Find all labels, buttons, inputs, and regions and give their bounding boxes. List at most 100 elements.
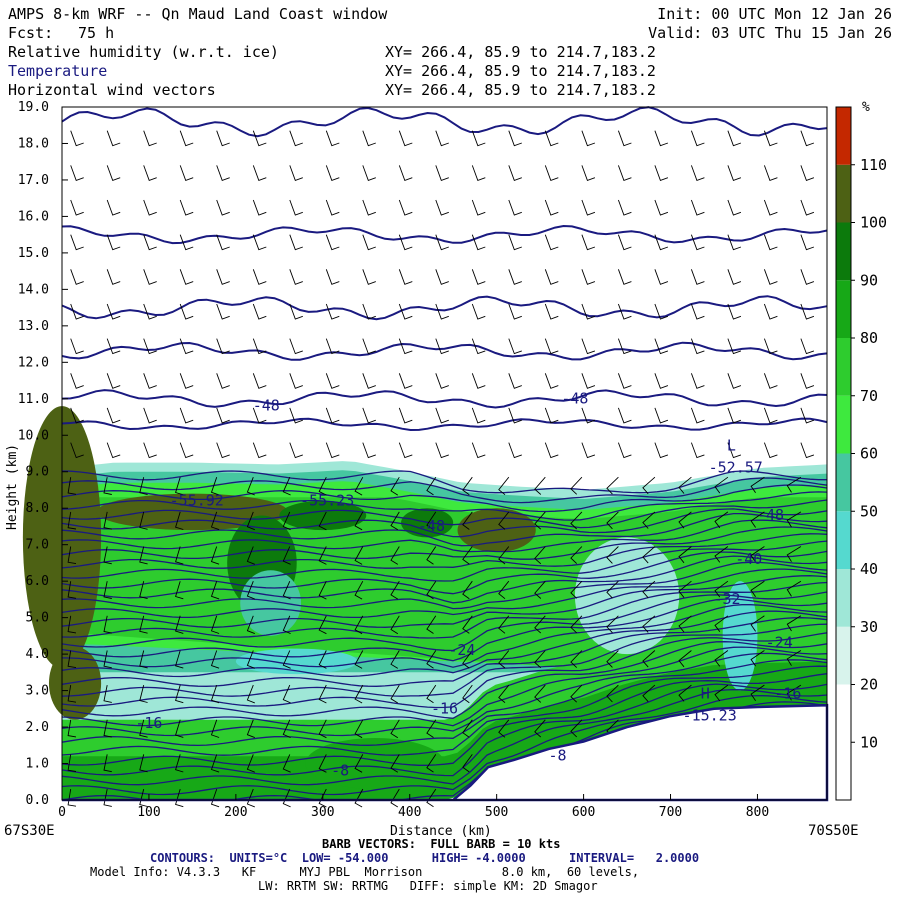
wind-barb-78 xyxy=(714,650,729,667)
init-time: Init: 00 UTC Mon 12 Jan 26 xyxy=(657,5,892,23)
wind-barb-99 xyxy=(714,615,729,632)
wind-barb-75 xyxy=(606,650,619,668)
wind-barb-352 xyxy=(763,199,778,216)
x-tick-label-7: 700 xyxy=(659,805,682,820)
wind-barb-93 xyxy=(498,615,510,634)
wind-barb-74 xyxy=(570,650,583,668)
wind-barb-167 xyxy=(139,477,148,496)
wind-barb-311 xyxy=(800,269,815,285)
wind-barb-17 xyxy=(282,754,291,773)
wind-barb-342 xyxy=(398,199,413,216)
wind-barb-239 xyxy=(471,373,486,389)
colorbar-label-3: 40 xyxy=(860,560,878,578)
isotherm-15 xyxy=(61,598,828,662)
y-tick-label-15: 15.0 xyxy=(18,246,49,261)
wind-barb-393 xyxy=(727,130,742,147)
wind-barb-380 xyxy=(252,130,267,147)
wind-barb-305 xyxy=(581,269,596,285)
isotherm-4 xyxy=(61,673,828,766)
wind-barb-389 xyxy=(581,130,596,147)
wind-barb-252 xyxy=(179,338,194,355)
plot-frame xyxy=(61,106,828,801)
colorbar-label-10: 110 xyxy=(860,156,887,174)
barb-vectors-info: BARB VECTORS: FULL BARB = 10 kts xyxy=(322,837,561,851)
wind-barb-158 xyxy=(570,511,583,530)
wind-barb-353 xyxy=(800,199,815,216)
colorbar-label-4: 50 xyxy=(860,502,878,520)
wind-barb-221 xyxy=(581,407,596,424)
isotherm-28 xyxy=(61,508,828,538)
wind-barb-28 xyxy=(246,719,255,739)
wind-barb-122 xyxy=(786,580,802,597)
wind-barb-76 xyxy=(642,650,656,668)
wind-barb-89 xyxy=(354,615,364,635)
wind-barb-155 xyxy=(462,511,473,530)
wind-barb-392 xyxy=(690,130,705,147)
x-tick-label-6: 600 xyxy=(572,805,595,820)
contour-label-13: -16 xyxy=(774,685,801,703)
wind-barb-24 xyxy=(103,719,112,738)
wind-barb-367 xyxy=(544,165,559,181)
field-name-wind: Horizontal wind vectors xyxy=(8,81,216,99)
wind-barb-304 xyxy=(544,269,559,285)
x-tick-label-8: 800 xyxy=(746,805,769,820)
wind-barb-376 xyxy=(106,130,121,147)
wind-barb-171 xyxy=(282,477,291,496)
wind-barb-218 xyxy=(471,407,486,424)
wind-barb-21 xyxy=(426,754,437,773)
wind-barb-159 xyxy=(606,511,619,530)
wind-barb-244 xyxy=(654,373,669,389)
wind-barb-348 xyxy=(617,199,632,216)
wind-barb-132 xyxy=(390,546,400,565)
wind-barb-224 xyxy=(690,407,705,424)
wind-barb-370 xyxy=(654,165,669,181)
wind-barb-63 xyxy=(175,650,184,669)
wind-barb-103 xyxy=(103,581,112,599)
wind-barb-368 xyxy=(581,165,596,181)
y-tick-label-4: 4.0 xyxy=(26,647,49,662)
rh-pocket-1 xyxy=(722,581,758,691)
wind-barb-182 xyxy=(678,476,692,494)
wind-barb-96 xyxy=(606,615,619,634)
x-tick-label-4: 400 xyxy=(398,805,421,820)
wind-barb-233 xyxy=(252,373,267,389)
wind-barb-291 xyxy=(70,269,84,285)
wind-barb-227 xyxy=(800,407,815,424)
wind-barb-383 xyxy=(362,130,376,147)
wind-barb-46 xyxy=(318,684,327,704)
wind-barb-272 xyxy=(143,303,157,320)
wind-barb-131 xyxy=(354,546,364,565)
wind-barb-287 xyxy=(690,303,705,320)
wind-barb-130 xyxy=(318,546,327,565)
isotherm-22 xyxy=(61,550,828,595)
wind-barb-179 xyxy=(570,476,583,495)
isotherm-10 xyxy=(61,632,828,709)
wind-barb-34 xyxy=(462,719,473,738)
forecast-hour: 75 h xyxy=(78,24,115,42)
wind-barb-267 xyxy=(727,338,742,355)
wind-barb-238 xyxy=(435,373,449,389)
wind-barb-236 xyxy=(362,373,376,389)
colorbar-label-9: 100 xyxy=(860,214,887,232)
wind-barb-309 xyxy=(727,269,742,285)
wind-barb-60 xyxy=(67,650,77,669)
wind-barb-371 xyxy=(690,165,705,181)
colorbar-label-8: 90 xyxy=(860,271,878,289)
field-xy-temperature: XY= 266.4, 85.9 to 214.7,183.2 xyxy=(385,62,656,80)
temperature-contour-4 xyxy=(61,389,828,409)
wind-barb-362 xyxy=(362,165,376,181)
x-tick-label-5: 500 xyxy=(485,805,508,820)
wind-barb-73 xyxy=(534,650,546,669)
wind-barb-365 xyxy=(471,165,486,181)
wind-barb-208 xyxy=(106,407,121,424)
field-name-rh: Relative humidity (w.r.t. ice) xyxy=(8,43,279,61)
y-tick-label-3: 3.0 xyxy=(26,684,49,699)
wind-barb-229 xyxy=(106,373,121,389)
wind-barb-310 xyxy=(763,269,778,285)
wind-barb-191 xyxy=(252,442,267,459)
wind-barb-178 xyxy=(534,476,546,495)
wind-barb-297 xyxy=(289,269,303,285)
wind-barb-170 xyxy=(246,477,255,496)
wind-barb-334 xyxy=(106,199,121,216)
isotherm-5 xyxy=(61,665,828,756)
